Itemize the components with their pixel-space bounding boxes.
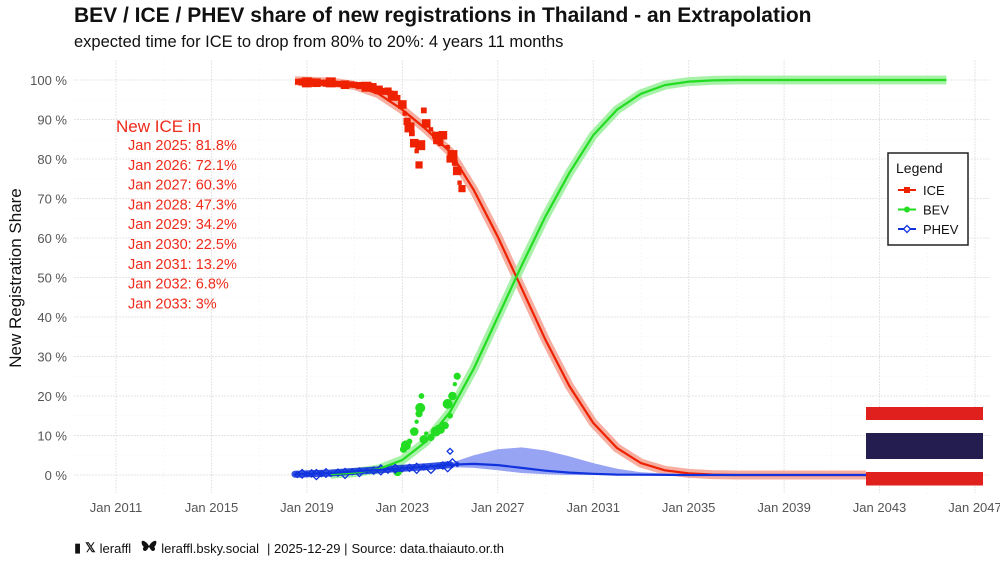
y-tick-label: 90 % [37, 113, 67, 128]
bev-data-point [409, 427, 419, 436]
x-tick-label: Jan 2023 [376, 500, 430, 515]
bev-data-point [406, 438, 413, 445]
x-tick-label: Jan 2015 [185, 500, 239, 515]
ice-data-point [457, 180, 462, 185]
ice-data-point [394, 94, 401, 101]
y-axis: 0 % 10 % 20 % 30 % 40 % 50 % 60 % 70 % 80 % 90 % 1… [30, 73, 67, 483]
legend-title: Legend [896, 160, 943, 176]
ice-data-point [451, 160, 458, 166]
phev-data-point [446, 447, 454, 456]
ice-data-point [402, 111, 407, 116]
bev-data-point [415, 402, 426, 413]
bev-data-point [418, 393, 425, 399]
thailand-flag [866, 407, 983, 486]
ice-data-point [420, 107, 427, 114]
ice-data-point [428, 127, 434, 132]
annotation-line: Jan 2026: 72.1% [128, 158, 237, 174]
y-tick-label: 100 % [30, 73, 67, 88]
ice-data-point [408, 130, 415, 137]
phev-legend-marker-icon [902, 224, 912, 234]
bev-legend-marker-icon [904, 206, 910, 213]
bev-data-point [448, 391, 457, 401]
bev-data-point [442, 398, 453, 409]
flag-stripe [866, 472, 983, 486]
x-logo-icon: 𝕏 [85, 540, 96, 555]
ice-data-point [415, 161, 423, 169]
x-axis: Jan 2011 Jan 2015 Jan 2019 Jan 2023 Jan 2027… [90, 500, 1000, 515]
ice-data-point [409, 138, 419, 148]
x-handle: leraffl [99, 540, 132, 556]
flag-stripe [866, 459, 983, 473]
bev-data-point [414, 419, 419, 424]
x-tick-label: Jan 2043 [853, 500, 907, 515]
bluesky-handle: leraffl.bsky.social [161, 540, 259, 556]
bluesky-butterfly-icon [141, 540, 157, 556]
ice-data-point [403, 117, 411, 126]
ice-data-point [458, 185, 466, 193]
y-axis-label: New Registration Share [6, 188, 25, 368]
y-tick-label: 0 % [45, 468, 68, 483]
footer-source: Source: data.thaiauto.or.th [351, 540, 504, 556]
x-tick-label: Jan 2019 [280, 500, 334, 515]
y-tick-label: 50 % [37, 271, 67, 286]
bev-data-point [453, 372, 461, 380]
annotation-line: Jan 2025: 81.8% [128, 138, 237, 154]
legend-label: PHEV [923, 222, 959, 237]
bev-fit-line [330, 78, 947, 476]
bev-data-point [423, 431, 429, 436]
x-tick-label: Jan 2035 [662, 500, 716, 515]
ice-data-point [438, 131, 448, 140]
flag-stripe [866, 407, 983, 421]
ice-data-point [452, 166, 462, 176]
ice-legend-marker-icon [904, 187, 910, 193]
annotation-line: Jan 2031: 13.2% [128, 257, 237, 273]
x-tick-label: Jan 2027 [471, 500, 525, 515]
annotation-line: Jan 2027: 60.3% [128, 178, 237, 194]
x-tick-label: Jan 2047 [948, 500, 1000, 515]
footer-date: | 2025-12-29 | [266, 540, 348, 556]
ice-data-point [404, 122, 415, 133]
y-tick-label: 20 % [37, 389, 67, 404]
ice-data-point [445, 144, 450, 150]
ice-data-point [415, 140, 426, 151]
ice-forecast-annotation: New ICE in Jan 2025: 81.8% Jan 2026: 72.1… [116, 117, 237, 312]
flag-stripe [866, 433, 983, 460]
chart-title: BEV / ICE / PHEV share of new registrati… [74, 4, 812, 27]
annotation-line: Jan 2030: 22.5% [128, 237, 237, 253]
footer: ▮ 𝕏 leraffl leraffl.bsky.social | 2025-1… [74, 540, 504, 556]
bev-data-point [452, 381, 458, 387]
fit-lines [294, 78, 947, 477]
flag-stripe [866, 420, 983, 434]
annotation-heading: New ICE in [116, 117, 201, 136]
annotation-line: Jan 2028: 47.3% [128, 197, 237, 213]
legend-label: BEV [923, 203, 949, 218]
coffee-cup-icon: ▮ [74, 540, 82, 555]
ice-data-point [414, 148, 419, 154]
ice-data-point [398, 100, 407, 109]
ice-fit-line [294, 79, 880, 477]
x-tick-label: Jan 2031 [566, 500, 620, 515]
annotation-line: Jan 2033: 3% [128, 296, 217, 312]
phev-fit-line [294, 462, 880, 477]
y-tick-label: 60 % [37, 231, 67, 246]
annotation-line: Jan 2029: 34.2% [128, 217, 237, 233]
y-tick-label: 80 % [37, 152, 67, 167]
ice-data-point [387, 90, 398, 101]
phev-confidence-band [450, 447, 689, 475]
y-tick-label: 10 % [37, 429, 67, 444]
y-tick-label: 70 % [37, 192, 67, 207]
x-tick-label: Jan 2039 [757, 500, 811, 515]
bev-data-point [441, 422, 449, 430]
legend-label: ICE [923, 183, 945, 198]
legend: Legend ICE BEV PHEV [887, 152, 969, 246]
y-tick-label: 30 % [37, 350, 67, 365]
y-tick-label: 40 % [37, 310, 67, 325]
chart-subtitle: expected time for ICE to drop from 80% t… [74, 33, 564, 51]
x-tick-label: Jan 2011 [90, 500, 143, 515]
annotation-line: Jan 2032: 6.8% [128, 277, 229, 293]
ice-data-point [421, 119, 431, 128]
